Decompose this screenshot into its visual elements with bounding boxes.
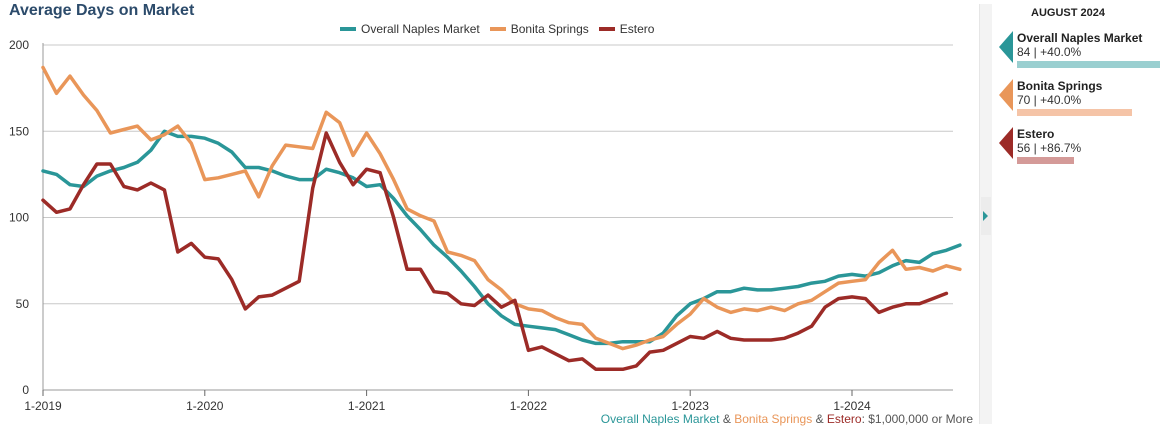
footnote-part: : $1,000,000 or More (861, 412, 973, 426)
chevron-right-icon[interactable] (983, 211, 988, 221)
card-bar (1017, 157, 1074, 164)
x-tick-label: 1-2024 (833, 399, 871, 413)
summary-card-estero[interactable]: Estero 56 | +86.7% (996, 127, 1160, 175)
legend-item-bonita[interactable]: Bonita Springs (489, 22, 589, 36)
triangle-left-icon (999, 31, 1013, 63)
legend-swatch-overall (340, 27, 356, 31)
side-panel: AUGUST 2024 Overall Naples Market 84 | +… (996, 0, 1160, 431)
legend-item-overall[interactable]: Overall Naples Market (340, 22, 480, 36)
footnote-part: Overall Naples Market (600, 412, 720, 426)
chart-footnote: Overall Naples Market & Bonita Springs &… (601, 412, 973, 426)
card-value: 84 | +40.0% (1017, 45, 1082, 59)
triangle-left-icon (999, 79, 1013, 111)
y-tick-label: 150 (9, 124, 29, 138)
footnote-part: Estero (826, 412, 862, 426)
summary-card-bonita[interactable]: Bonita Springs 70 | +40.0% (996, 79, 1160, 127)
card-bar (1017, 61, 1160, 68)
y-tick-label: 0 (22, 383, 29, 397)
footnote-part: & (719, 412, 735, 426)
x-tick-label: 1-2021 (348, 399, 386, 413)
card-name: Bonita Springs (1017, 79, 1103, 93)
x-tick-label: 1-2022 (510, 399, 548, 413)
footnote-part: & (812, 412, 827, 426)
y-tick-label: 200 (9, 38, 29, 52)
line-chart: 0 50 100 150 200 1-2019 1-2020 1-2021 1-2022 1-20… (9, 38, 962, 413)
footnote-part: Bonita Springs (734, 412, 813, 426)
legend-swatch-bonita (489, 27, 506, 31)
legend-label-bonita: Bonita Springs (510, 22, 589, 36)
legend-label-overall: Overall Naples Market (361, 22, 480, 36)
chart-title: Average Days on Market (9, 2, 195, 19)
card-value: 70 | +40.0% (1017, 93, 1082, 107)
legend-item-estero[interactable]: Estero (598, 22, 655, 36)
panel-month: AUGUST 2024 (1031, 7, 1105, 19)
triangle-left-icon (999, 127, 1013, 159)
legend-label-estero: Estero (619, 22, 655, 36)
card-name: Overall Naples Market (1017, 31, 1143, 45)
chart-legend: Overall Naples Market Bonita Springs Est… (340, 22, 654, 36)
summary-card-overall[interactable]: Overall Naples Market 84 | +40.0% (996, 31, 1160, 79)
series-line-2 (41, 131, 949, 372)
x-tick-label: 1-2020 (186, 399, 224, 413)
y-tick-label: 100 (9, 211, 29, 225)
card-value: 56 | +86.7% (1017, 141, 1082, 155)
card-name: Estero (1017, 127, 1055, 141)
series-line-1 (41, 65, 962, 351)
y-tick-label: 50 (16, 297, 30, 311)
card-bar (1017, 109, 1132, 116)
legend-swatch-estero (598, 27, 615, 31)
x-tick-label: 1-2023 (672, 399, 710, 413)
x-tick-label: 1-2019 (24, 399, 62, 413)
series-line-0 (41, 129, 962, 346)
